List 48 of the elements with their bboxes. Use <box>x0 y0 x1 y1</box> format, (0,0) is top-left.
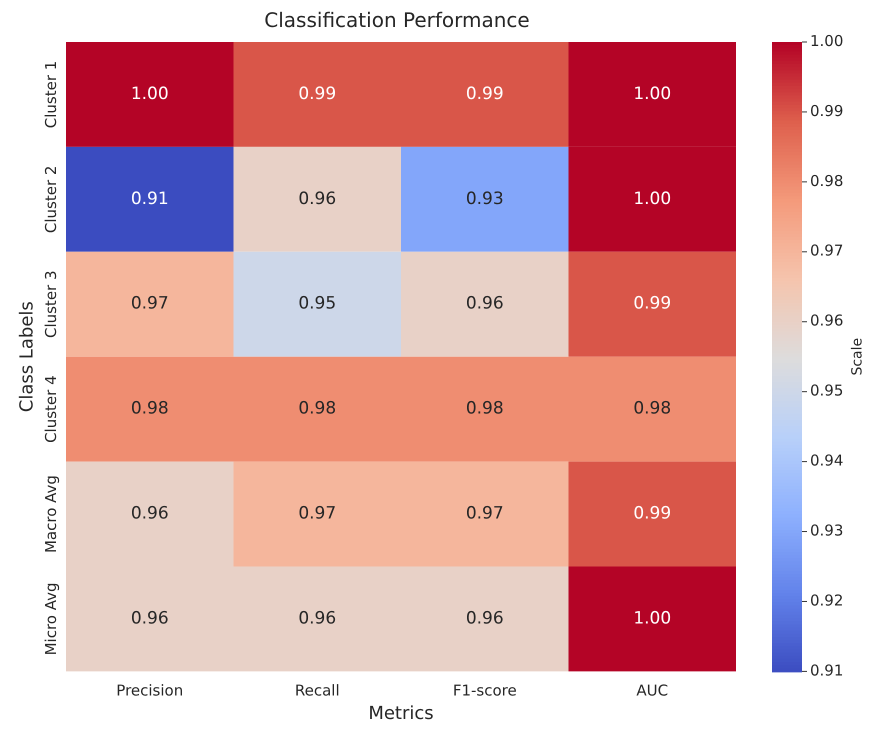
color-bar-label: 0.91 <box>810 661 844 680</box>
color-bar-label: 0.97 <box>810 242 844 260</box>
data-label: 0.96 <box>466 608 504 628</box>
data-label: 0.99 <box>466 84 504 104</box>
data-label: 0.98 <box>298 398 336 419</box>
data-label: 0.99 <box>633 503 672 524</box>
y-tick-label: Cluster 2 <box>42 166 60 234</box>
color-bar-label: 0.94 <box>810 451 844 470</box>
color-bar-label: 0.99 <box>810 102 844 120</box>
y-axis-title: Class Labels <box>16 301 38 412</box>
x-tick-label: Precision <box>116 681 184 700</box>
color-bar-label: 1.00 <box>810 32 844 50</box>
color-bar-label: 0.96 <box>810 312 844 330</box>
x-axis-title: Metrics <box>368 702 434 724</box>
data-label: 0.98 <box>633 398 672 419</box>
data-label: 1.00 <box>633 608 672 628</box>
data-label: 0.96 <box>130 503 169 524</box>
data-label: 0.98 <box>130 398 169 419</box>
data-label: 0.97 <box>298 503 336 524</box>
data-label: 0.96 <box>298 608 336 628</box>
data-label: 0.98 <box>466 398 504 419</box>
color-bar-label: 0.98 <box>810 172 844 190</box>
data-label: 1.00 <box>633 188 672 209</box>
data-label: 0.96 <box>466 294 504 314</box>
data-label: 0.97 <box>466 503 504 524</box>
data-label: 0.96 <box>130 608 169 628</box>
x-tick-label: F1-score <box>452 681 517 700</box>
y-tick-label: Cluster 3 <box>42 270 60 338</box>
data-label: 0.99 <box>298 84 336 104</box>
data-label: 1.00 <box>633 84 672 104</box>
color-bar-label: 0.93 <box>810 521 844 540</box>
data-label: 1.00 <box>130 84 169 104</box>
data-label: 0.97 <box>130 294 169 314</box>
y-tick-label: Macro Avg <box>42 475 60 554</box>
color-bar-label: 0.92 <box>810 591 844 610</box>
chart-title: Classification Performance <box>264 8 530 32</box>
data-label: 0.96 <box>298 188 336 209</box>
x-tick-label: AUC <box>636 681 668 700</box>
color-bar-label: 0.95 <box>810 382 844 400</box>
x-tick-label: Recall <box>294 681 340 700</box>
data-label: 0.93 <box>466 188 504 209</box>
data-label: 0.99 <box>633 294 672 314</box>
data-label: 0.95 <box>298 294 336 314</box>
y-tick-label: Micro Avg <box>42 582 60 656</box>
color-bar-title: Scale <box>850 338 866 376</box>
y-tick-label: Cluster 4 <box>42 375 60 443</box>
y-tick-label: Cluster 1 <box>42 60 60 128</box>
data-label: 0.91 <box>130 188 169 209</box>
